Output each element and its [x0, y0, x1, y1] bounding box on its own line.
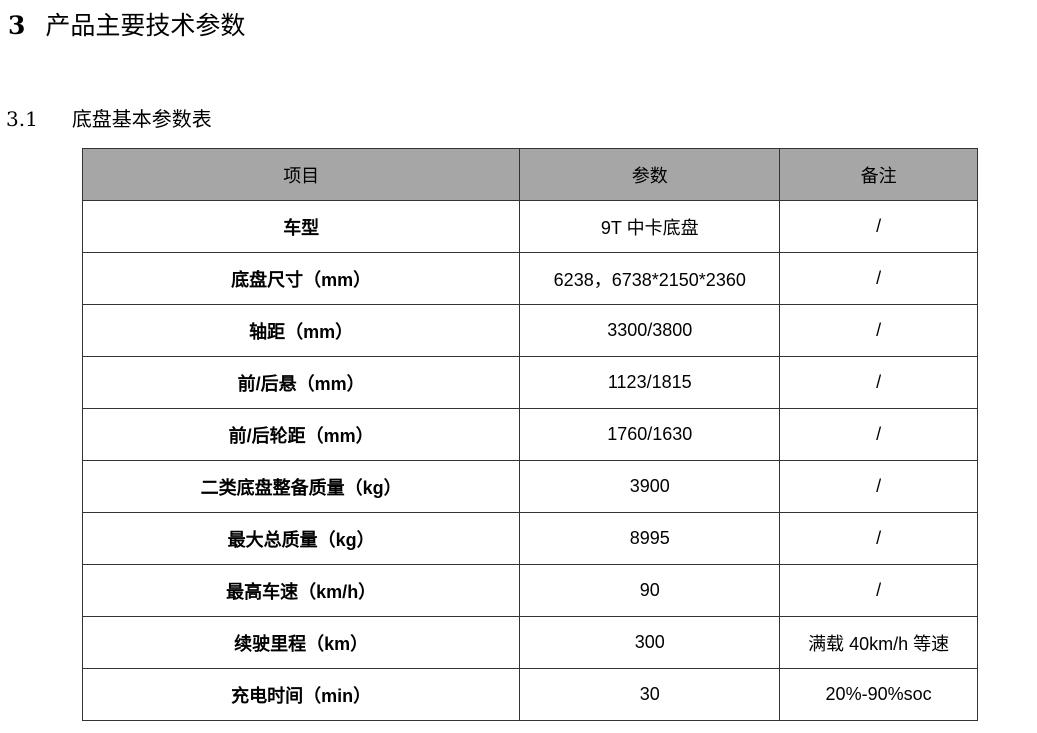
cell-parameter: 3300/3800 [519, 304, 781, 357]
cell-item: 车型 [81, 200, 521, 253]
subsection-title: 底盘基本参数表 [71, 107, 212, 131]
header-parameter: 参数 [519, 148, 781, 201]
cell-item: 前/后悬（mm） [81, 356, 521, 409]
table-row: 车型 9T 中卡底盘 / [81, 200, 978, 253]
section-title: 产品主要技术参数 [45, 11, 246, 40]
header-item: 项目 [81, 148, 521, 201]
cell-remark: 20%-90%soc [779, 668, 978, 721]
table-row: 前/后悬（mm） 1123/1815/ [81, 356, 978, 409]
cell-item: 充电时间（min） [81, 668, 521, 721]
table-row: 续驶里程（km） 300 满载 40km/h 等速 [81, 616, 978, 669]
cell-parameter: 1760/1630 [519, 408, 781, 461]
cell-remark: / [779, 304, 978, 357]
cell-item: 轴距（mm） [81, 304, 521, 357]
cell-parameter: 30 [519, 668, 781, 721]
cell-item: 二类底盘整备质量（kg） [81, 460, 521, 513]
table-row: 二类底盘整备质量（kg） 3900/ [81, 460, 978, 513]
cell-remark: / [779, 408, 978, 461]
cell-remark: / [779, 356, 978, 409]
table-row: 轴距（mm） 3300/3800/ [81, 304, 978, 357]
table-row: 最大总质量（kg） 8995/ [81, 512, 978, 565]
section-heading: 3 产品主要技术参数 [8, 6, 245, 42]
cell-remark: / [779, 460, 978, 513]
subsection-heading: 3.1 底盘基本参数表 [6, 103, 212, 132]
cell-parameter: 1123/1815 [519, 356, 781, 409]
table-row: 最高车速（km/h） 90/ [81, 564, 978, 617]
cell-item: 续驶里程（km） [81, 616, 521, 669]
cell-item: 前/后轮距（mm） [81, 408, 521, 461]
cell-parameter: 9T 中卡底盘 [519, 200, 781, 253]
cell-parameter: 90 [519, 564, 781, 617]
cell-parameter: 300 [519, 616, 781, 669]
table-row: 底盘尺寸（mm） 6238，6738*2150*2360/ [81, 252, 978, 305]
cell-item: 最大总质量（kg） [81, 512, 521, 565]
cell-remark: / [779, 252, 978, 305]
chassis-parameters-table: 项目 参数 备注 车型 9T 中卡底盘 / 底盘尺寸（mm） 6238，6738*215… [81, 148, 978, 721]
section-number: 3 [8, 11, 26, 40]
header-remark: 备注 [779, 148, 978, 201]
cell-parameter: 6238，6738*2150*2360 [519, 252, 781, 305]
table-row: 充电时间（min） 30 20%-90%soc [81, 668, 978, 721]
cell-item: 底盘尺寸（mm） [81, 252, 521, 305]
subsection-number: 3.1 [6, 107, 38, 131]
cell-remark: / [779, 564, 978, 617]
table-header-row: 项目 参数 备注 [81, 148, 978, 201]
table-row: 前/后轮距（mm） 1760/1630/ [81, 408, 978, 461]
cell-remark: 满载 40km/h 等速 [779, 616, 978, 669]
cell-parameter: 3900 [519, 460, 781, 513]
cell-parameter: 8995 [519, 512, 781, 565]
cell-remark: / [779, 200, 978, 253]
cell-remark: / [779, 512, 978, 565]
cell-item: 最高车速（km/h） [81, 564, 521, 617]
